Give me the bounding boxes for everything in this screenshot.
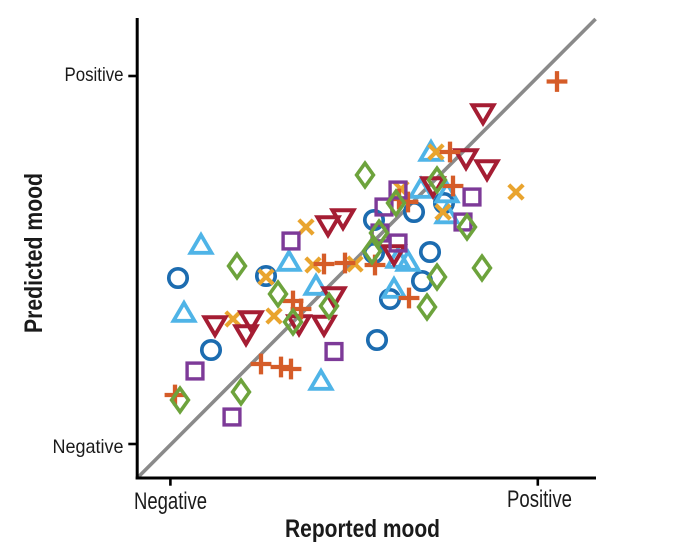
svg-text:Predicted mood: Predicted mood bbox=[20, 173, 48, 333]
svg-text:Reported mood: Reported mood bbox=[285, 515, 440, 543]
svg-text:Positive: Positive bbox=[507, 486, 572, 513]
svg-text:Negative: Negative bbox=[53, 436, 124, 458]
svg-text:Negative: Negative bbox=[134, 488, 207, 515]
svg-text:Positive: Positive bbox=[65, 64, 124, 86]
